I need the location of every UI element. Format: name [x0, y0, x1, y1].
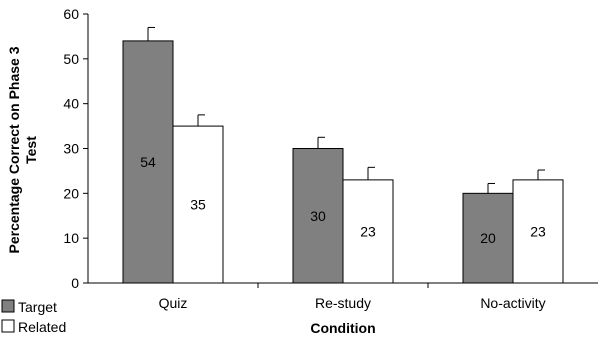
data-label: 54	[140, 154, 156, 170]
y-axis-title: Percentage Correct on Phase 3 Test	[6, 46, 39, 253]
data-label: 23	[530, 223, 546, 239]
bar-related-quiz	[172, 125, 224, 284]
y-tick-label: 30	[63, 141, 79, 157]
legend-swatch-related	[1, 319, 15, 333]
y-tick-label: 20	[63, 185, 79, 201]
bar-target-quiz	[122, 40, 174, 284]
bar-related-re-study	[342, 179, 394, 284]
legend-label-related: Related	[18, 319, 66, 335]
legend: Target Related	[1, 299, 66, 335]
data-label: 23	[360, 223, 376, 239]
y-tick-label: 60	[63, 6, 79, 22]
data-label: 20	[480, 230, 496, 246]
x-tick-label: Re-study	[315, 295, 371, 311]
legend-label-target: Target	[18, 299, 57, 315]
x-tick-label: No-activity	[480, 295, 545, 311]
data-label: 35	[190, 197, 206, 213]
y-tick-label: 10	[63, 230, 79, 246]
y-axis-title-line-2: Test	[23, 136, 39, 164]
plot-area: 0 10 20 30 40 50 60 54 35 Quiz 30 23 Re-study 20 23 No-…	[63, 6, 598, 311]
legend-swatch-target	[1, 299, 15, 313]
bar-target-no-activity	[462, 192, 514, 284]
x-tick-label: Quiz	[159, 295, 188, 311]
bar-related-no-activity	[512, 179, 564, 284]
data-label: 30	[310, 208, 326, 224]
x-axis-title: Condition	[310, 320, 375, 336]
y-tick-label: 50	[63, 51, 79, 67]
y-axis-title-line-1: Percentage Correct on Phase 3	[6, 46, 22, 253]
y-tick-label: 0	[71, 275, 79, 291]
y-tick-label: 40	[63, 96, 79, 112]
bar-target-re-study	[292, 148, 344, 284]
